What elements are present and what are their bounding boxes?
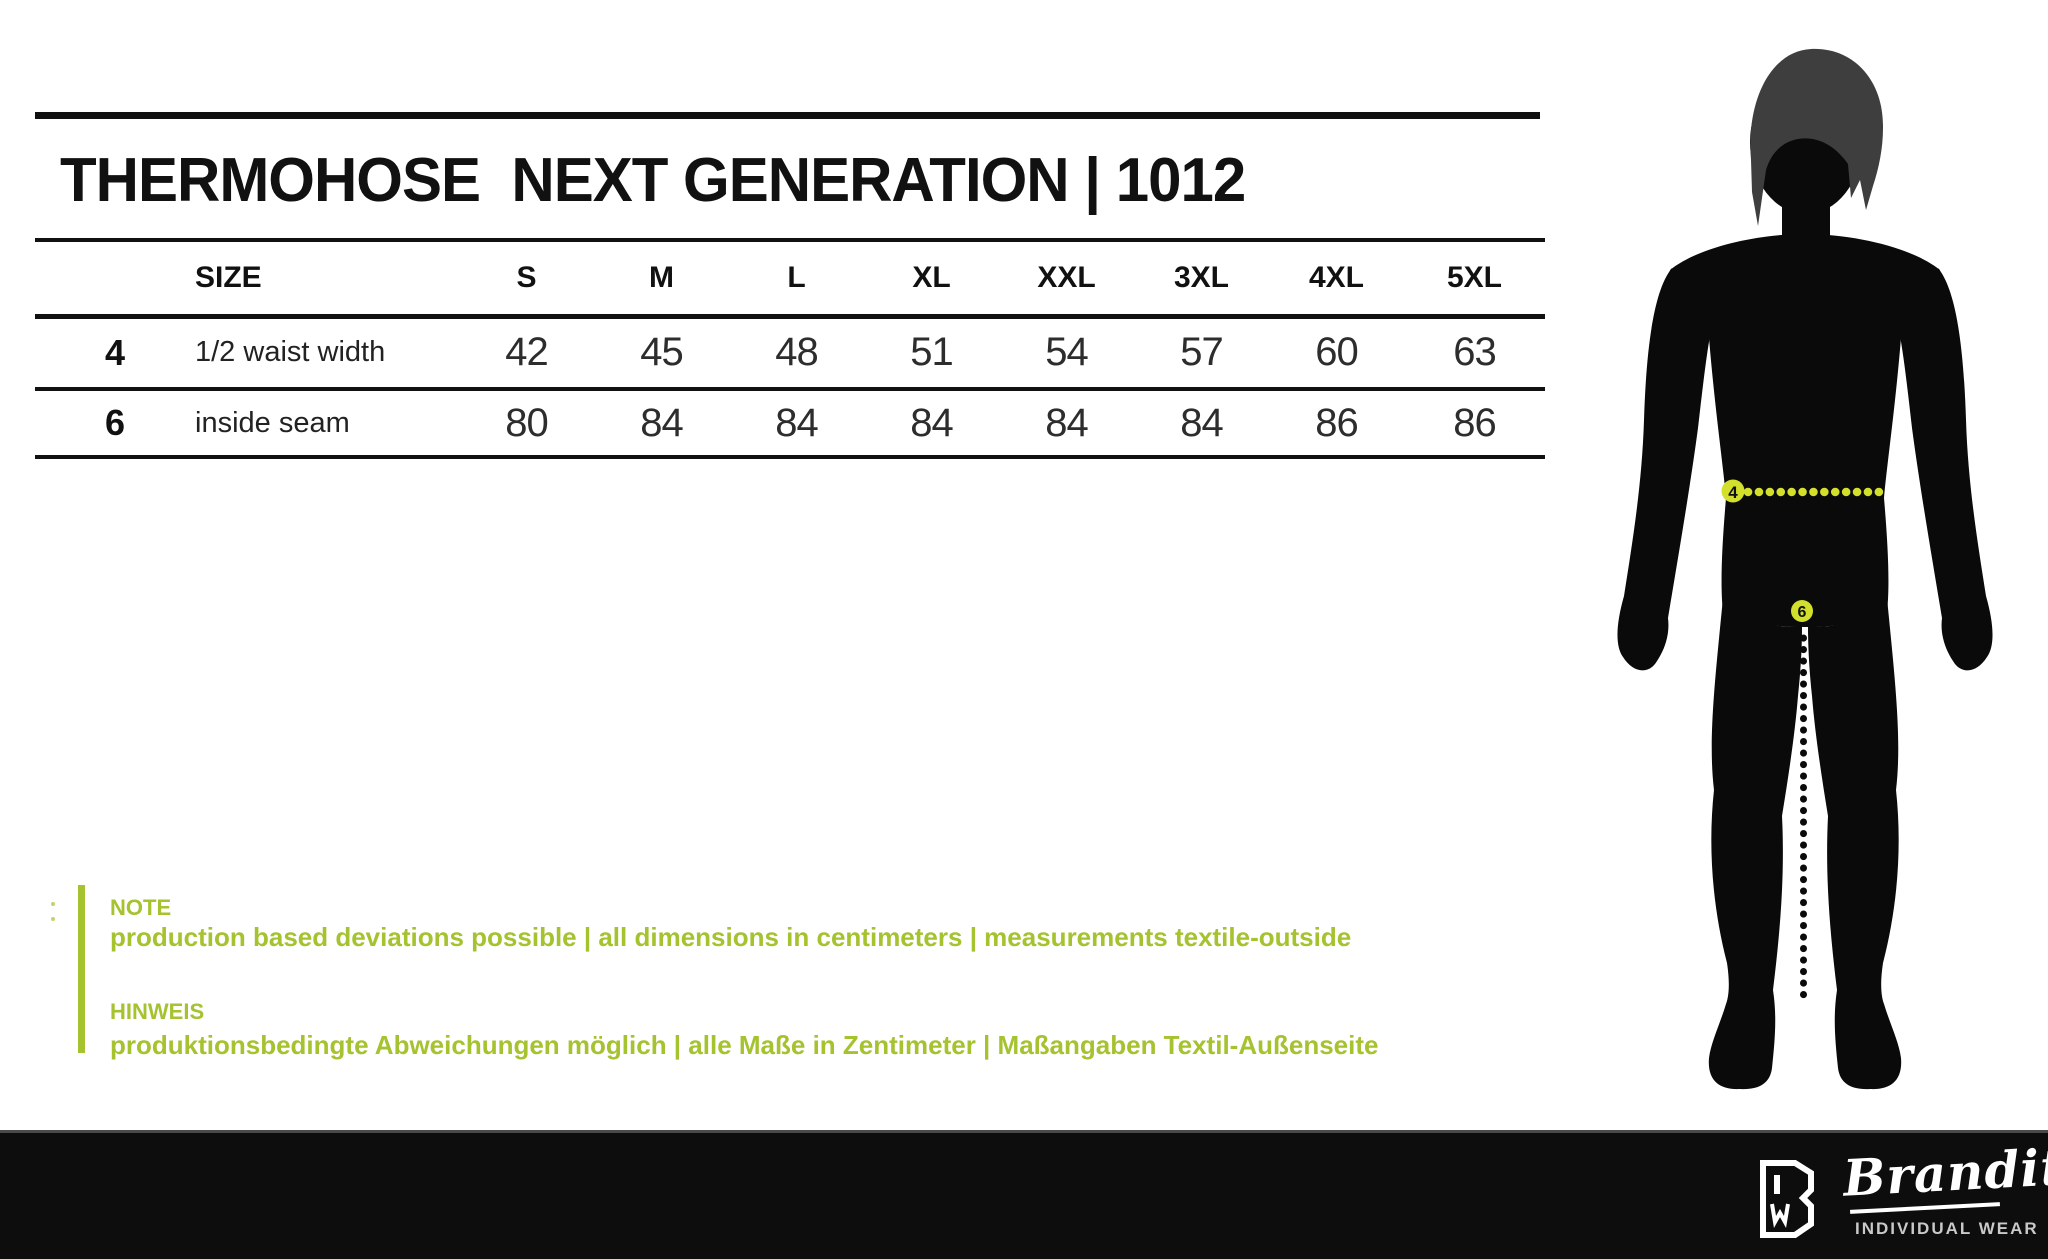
column-header-xxl: XXL xyxy=(1037,260,1096,294)
brand-logo: Brandit INDIVIDUAL WEAR xyxy=(1600,1133,2048,1259)
cell-value: 84 xyxy=(1180,400,1224,445)
cell-value: 84 xyxy=(910,400,954,445)
cell-value: 42 xyxy=(505,330,549,375)
row-marker-number: 6 xyxy=(104,402,126,443)
column-header-size: SIZE xyxy=(195,260,262,294)
table-row-inseam: 6 inside seam 80 84 84 84 84 84 86 86 xyxy=(35,389,1545,457)
row-label: inside seam xyxy=(195,406,350,439)
cell-value: 80 xyxy=(505,400,549,445)
row-marker-number: 4 xyxy=(104,331,126,373)
note-heading-en: NOTE xyxy=(110,895,172,920)
cell-value: 57 xyxy=(1180,330,1224,375)
cell-value: 63 xyxy=(1453,330,1497,375)
column-header-3xl: 3XL xyxy=(1173,260,1230,294)
brand-script-logo: Brandit xyxy=(1841,1137,2048,1208)
table-header-row: SIZE S M L XL XXL 3XL 4XL 5XL xyxy=(35,240,1545,316)
inseam-marker xyxy=(1791,600,1813,622)
note-text-de: produktionsbedingte Abweichungen möglich… xyxy=(110,1030,1379,1060)
column-header-l: L xyxy=(787,260,806,294)
note-text-en: production based deviations possible | a… xyxy=(110,922,1352,952)
table-row-waist: 4 1/2 waist width 42 45 48 51 54 57 60 6… xyxy=(35,316,1545,389)
waist-marker-label: 4 xyxy=(1728,483,1738,502)
column-header-4xl: 4XL xyxy=(1308,260,1365,294)
column-header-xl: XL xyxy=(912,260,951,294)
cell-value: 84 xyxy=(640,400,684,445)
cell-value: 45 xyxy=(640,330,684,375)
cell-value: 54 xyxy=(1045,330,1089,375)
column-header-m: M xyxy=(649,260,674,294)
cell-value: 51 xyxy=(910,330,954,375)
hair-shape xyxy=(1750,48,1884,226)
row-label: 1/2 waist width xyxy=(195,336,386,369)
cell-value: 84 xyxy=(775,400,819,445)
cell-value: 86 xyxy=(1453,400,1497,445)
page-title: THERMOHOSE NEXT GENERATION | 1012 xyxy=(60,144,1246,215)
waist-marker xyxy=(1721,479,1745,503)
note-heading-de: HINWEIS xyxy=(110,999,205,1024)
brand-monogram-icon xyxy=(1760,1160,1814,1238)
note-accent-bar xyxy=(78,885,85,1053)
body-silhouette-figure: 4 6 xyxy=(1617,48,1993,1090)
body-silhouette xyxy=(1617,48,1993,1090)
cell-value: 60 xyxy=(1315,330,1359,375)
note-colon-mark xyxy=(51,902,55,922)
cell-value: 86 xyxy=(1315,400,1359,445)
waist-measure-line: 4 xyxy=(1721,479,1887,503)
inseam-marker-label: 6 xyxy=(1798,604,1807,621)
cell-value: 48 xyxy=(775,330,819,375)
top-rule xyxy=(35,112,1540,119)
size-chart-table: SIZE S M L XL XXL 3XL 4XL 5XL 4 1/2 wais… xyxy=(35,238,1545,459)
cell-value: 84 xyxy=(1045,400,1089,445)
brand-tagline: INDIVIDUAL WEAR xyxy=(1855,1219,2039,1238)
header-spacer xyxy=(35,240,195,316)
column-header-s: S xyxy=(516,260,537,294)
column-header-5xl: 5XL xyxy=(1446,260,1503,294)
inseam-measure-line: 6 xyxy=(1791,600,1813,1000)
footer-bar: Brandit INDIVIDUAL WEAR xyxy=(0,1130,2048,1259)
